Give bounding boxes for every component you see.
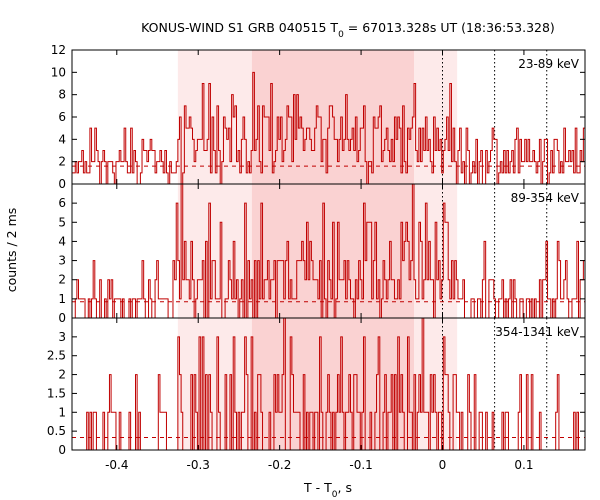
y-tick-label: 5 [58, 215, 66, 229]
y-tick-label: 0 [58, 177, 66, 191]
y-tick-label: 1.5 [47, 386, 66, 400]
x-tick-label: -0.1 [349, 458, 372, 472]
y-axis-label: counts / 2 ms [4, 208, 19, 293]
y-tick-label: 4 [58, 132, 66, 146]
energy-band-label: 354-1341 keV [495, 325, 579, 339]
y-tick-label: 6 [58, 110, 66, 124]
y-tick-label: 1 [58, 405, 66, 419]
y-tick-label: 2 [58, 368, 66, 382]
count-histogram [72, 71, 585, 185]
x-tick-label: 0 [439, 458, 447, 472]
y-tick-label: 2.5 [47, 349, 66, 363]
x-tick-label: -0.4 [105, 458, 128, 472]
y-tick-label: 0 [58, 443, 66, 457]
panel-frame [71, 317, 586, 451]
chart-title: KONUS-WIND S1 GRB 040515 T0 = 67013.328s… [141, 20, 555, 40]
y-tick-label: 8 [58, 88, 66, 102]
x-tick-label: -0.2 [268, 458, 291, 472]
x-axis: -0.4 -0.3 -0.2 -0.1 0 0.1 [105, 458, 533, 472]
y-tick-label: 1 [58, 292, 66, 306]
count-histogram [72, 183, 585, 319]
y-tick-label: 2 [58, 273, 66, 287]
y-tick-label: 3 [58, 330, 66, 344]
y-tick-label: 0.5 [47, 424, 66, 438]
y-tick-label: 4 [58, 234, 66, 248]
y-tick-label: 0 [58, 311, 66, 325]
panel-2: 0 1 2 3 4 5 6 89-354 keV [58, 183, 586, 325]
y-tick-label: 2 [58, 155, 66, 169]
energy-band-label: 89-354 keV [511, 191, 580, 205]
x-tick-label: 0.1 [514, 458, 533, 472]
x-tick-label: -0.3 [187, 458, 210, 472]
panel-1: 0 2 4 6 8 10 12 23-89 keV [51, 43, 586, 191]
y-tick-label: 10 [51, 65, 66, 79]
panel-3: 0 0.5 1 1.5 2 2.5 3 354-1341 keV [47, 317, 586, 457]
y-tick-label: 3 [58, 254, 66, 268]
energy-band-label: 23-89 keV [518, 57, 580, 71]
y-tick-label: 12 [51, 43, 66, 57]
x-axis-label: T - T0, s [303, 480, 352, 500]
y-tick-label: 6 [58, 196, 66, 210]
